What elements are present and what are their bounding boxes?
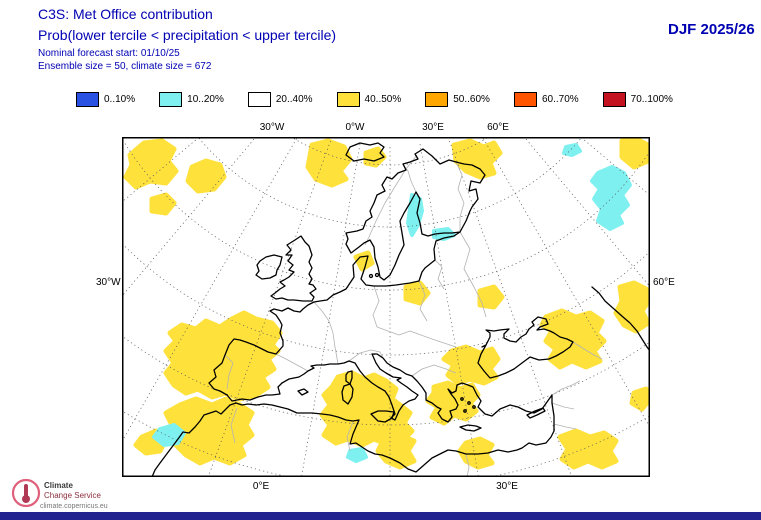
- coast-corsica: [345, 370, 353, 385]
- coast-caspian: [591, 286, 651, 352]
- probability-legend: 0..10% 10..20% 20..40% 40..50% 50..60% 6…: [76, 92, 697, 107]
- axis-label-top-30e: 30°E: [422, 122, 444, 133]
- coast-ireland: [255, 254, 283, 280]
- axis-label-bottom-0e: 0°E: [252, 481, 270, 492]
- page-subtitle: Prob(lower tercile < precipitation < upp…: [38, 27, 337, 43]
- season-label: DJF 2025/26: [668, 21, 755, 38]
- coast-cyprus: [526, 407, 546, 419]
- legend-item: 0..10%: [76, 92, 135, 107]
- legend-swatch: [513, 92, 537, 107]
- axis-label-top-60e: 60°E: [487, 122, 509, 133]
- coast-mallorca: [297, 388, 309, 396]
- legend-label: 60..70%: [541, 94, 579, 105]
- map-frame: [122, 137, 650, 477]
- legend-item: 50..60%: [425, 92, 490, 107]
- coast-crete: [459, 424, 482, 432]
- legend-item: 20..40%: [247, 92, 313, 107]
- axis-label-left-30w: 30°W: [96, 277, 121, 288]
- legend-swatch: [76, 92, 99, 107]
- aegean-island: [460, 397, 464, 401]
- aegean-island: [472, 405, 476, 409]
- page-title: C3S: Met Office contribution: [38, 6, 213, 22]
- footer-bar: [0, 512, 761, 520]
- logo-text-change-service: Change Service: [44, 491, 101, 500]
- coast-black-sea: [477, 316, 574, 379]
- legend-item: 70..100%: [602, 92, 673, 107]
- legend-swatch: [336, 92, 360, 107]
- aegean-island: [463, 409, 467, 413]
- legend-label: 0..10%: [104, 94, 136, 105]
- probability-field-10-20: [152, 143, 632, 463]
- coast-sardinia: [341, 383, 354, 405]
- legend-item: 10..20%: [159, 92, 224, 107]
- legend-label: 50..60%: [453, 94, 490, 105]
- country-borders: [224, 154, 603, 478]
- axis-label-top-30w: 30°W: [259, 122, 285, 133]
- legend-item: 40..50%: [336, 92, 402, 107]
- logo-text-climate: Climate: [44, 481, 73, 490]
- legend-label: 20..40%: [275, 94, 313, 105]
- legend-label: 40..50%: [364, 94, 402, 105]
- forecast-start-text: Nominal forecast start: 01/10/25: [38, 48, 180, 59]
- probability-field-40-50: [123, 136, 653, 470]
- coast-scandinavia: [345, 148, 486, 281]
- coastlines: [151, 142, 651, 478]
- aegean-island: [467, 401, 471, 405]
- axis-label-top-0w: 0°W: [345, 122, 365, 133]
- coast-great-britain: [270, 235, 317, 302]
- axis-label-right-60e: 60°E: [653, 277, 675, 288]
- legend-swatch: [159, 92, 183, 107]
- ensemble-info-text: Ensemble size = 50, climate size = 672: [38, 61, 212, 72]
- legend-item: 60..70%: [513, 92, 579, 107]
- legend-label: 10..20%: [187, 94, 224, 105]
- legend-swatch: [425, 92, 449, 107]
- legend-swatch: [602, 92, 626, 107]
- copernicus-logo-icon: [11, 478, 41, 508]
- danish-island: [374, 272, 380, 278]
- coast-iceland: [345, 142, 385, 162]
- axis-label-bottom-30e: 30°E: [496, 481, 518, 492]
- coast-mainland: [151, 231, 555, 478]
- logo-url: climate.copernicus.eu: [40, 503, 108, 510]
- legend-swatch: [247, 92, 271, 107]
- coast-sicily: [370, 410, 395, 423]
- danish-island: [368, 273, 374, 279]
- legend-label: 70..100%: [630, 94, 673, 105]
